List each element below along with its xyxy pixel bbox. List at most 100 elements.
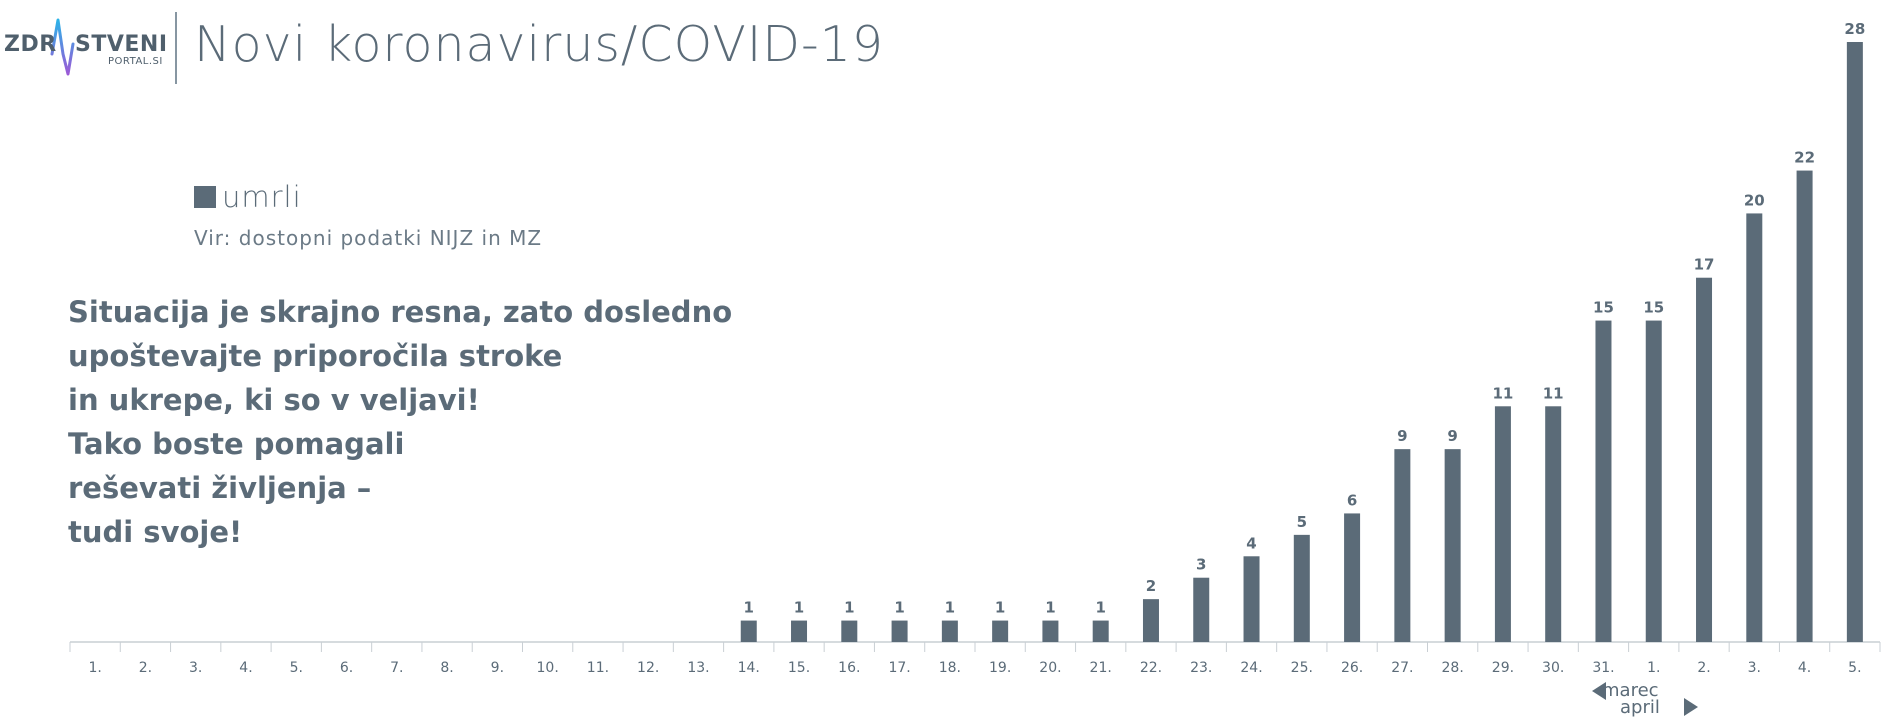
- x-tick-label: 10.: [537, 660, 559, 676]
- bar: [1344, 513, 1361, 642]
- x-tick-label: 2.: [1697, 660, 1710, 676]
- x-tick-label: 5.: [1848, 660, 1861, 676]
- message-line: reševati življenja –: [68, 471, 372, 505]
- x-tick-label: 16.: [838, 660, 860, 676]
- bar-value-label: 1: [1045, 599, 1055, 617]
- bar: [1243, 556, 1260, 642]
- x-tick-label: 9.: [491, 660, 504, 676]
- x-tick-label: 14.: [738, 660, 760, 676]
- bar: [1293, 534, 1310, 642]
- message-line: upoštevajte priporočila stroke: [68, 339, 563, 373]
- bar: [1092, 620, 1109, 642]
- bar-value-label: 15: [1593, 299, 1614, 317]
- bar: [1696, 277, 1713, 642]
- x-tick-label: 31.: [1592, 660, 1614, 676]
- x-tick-label: 2.: [139, 660, 152, 676]
- x-tick-label: 21.: [1090, 660, 1112, 676]
- bar: [992, 620, 1009, 642]
- bar-value-label: 22: [1794, 149, 1815, 167]
- bar: [1142, 599, 1159, 642]
- x-tick-label: 19.: [989, 660, 1011, 676]
- bar-value-label: 1: [744, 599, 754, 617]
- x-tick-label: 25.: [1291, 660, 1313, 676]
- x-tick-label: 11.: [587, 660, 609, 676]
- x-tick-label: 24.: [1240, 660, 1262, 676]
- x-tick-label: 3.: [1748, 660, 1761, 676]
- x-tick-label: 7.: [390, 660, 403, 676]
- logo-pulse-icon: [50, 18, 75, 76]
- bar: [791, 620, 808, 642]
- bar-value-label: 11: [1492, 384, 1513, 402]
- message-line: in ukrepe, ki so v veljavi!: [68, 383, 480, 417]
- bar: [941, 620, 958, 642]
- bar-value-label: 4: [1246, 534, 1256, 552]
- logo-divider: [175, 12, 177, 84]
- bar: [891, 620, 908, 642]
- bar-value-label: 1: [794, 599, 804, 617]
- logo-text-right: STVENI: [75, 32, 168, 57]
- x-tick-label: 23.: [1190, 660, 1212, 676]
- bar-value-label: 1: [894, 599, 904, 617]
- x-tick-label: 3.: [189, 660, 202, 676]
- bar-value-label: 6: [1347, 491, 1357, 509]
- bar-value-label: 1: [844, 599, 854, 617]
- bar: [1846, 42, 1863, 642]
- legend-swatch: [194, 186, 216, 208]
- bar-value-label: 5: [1297, 513, 1307, 531]
- bar-value-label: 11: [1543, 384, 1564, 402]
- x-tick-label: 20.: [1039, 660, 1061, 676]
- bar-value-label: 17: [1694, 256, 1715, 274]
- bar-value-label: 3: [1196, 556, 1206, 574]
- x-tick-label: 29.: [1492, 660, 1514, 676]
- x-tick-label: 5.: [290, 660, 303, 676]
- x-tick-label: 22.: [1140, 660, 1162, 676]
- legend: umrli: [194, 180, 302, 214]
- x-tick-label: 27.: [1391, 660, 1413, 676]
- message-line: tudi svoje!: [68, 515, 243, 549]
- warning-message: Situacija je skrajno resna, zato dosledn…: [68, 290, 732, 554]
- bar-value-label: 1: [995, 599, 1005, 617]
- page-title: Novi koronavirus/COVID-19: [194, 16, 885, 73]
- bar-value-label: 1: [1095, 599, 1105, 617]
- source-note: Vir: dostopni podatki NIJZ in MZ: [194, 226, 543, 250]
- x-tick-label: 13.: [687, 660, 709, 676]
- bar: [1645, 320, 1662, 642]
- x-tick-label: 1.: [88, 660, 101, 676]
- x-tick-label: 26.: [1341, 660, 1363, 676]
- bar: [1796, 170, 1813, 643]
- bar: [1042, 620, 1059, 642]
- bar: [1394, 449, 1411, 642]
- message-line: Tako boste pomagali: [68, 427, 405, 461]
- bar-value-label: 9: [1397, 427, 1407, 445]
- legend-label: umrli: [222, 180, 302, 214]
- x-tick-label: 12.: [637, 660, 659, 676]
- zdravstveni-portal-logo: [50, 18, 75, 76]
- bar: [841, 620, 858, 642]
- arrow-right-icon: [1684, 698, 1698, 716]
- bar: [1545, 406, 1562, 642]
- message-line: Situacija je skrajno resna, zato dosledn…: [68, 295, 733, 329]
- x-tick-label: 18.: [939, 660, 961, 676]
- x-tick-label: 4.: [1798, 660, 1811, 676]
- arrow-left-icon: [1592, 682, 1606, 700]
- x-tick-label: 30.: [1542, 660, 1564, 676]
- month-label-april: april: [1620, 697, 1660, 718]
- bar-value-label: 1: [945, 599, 955, 617]
- bar-value-label: 20: [1744, 191, 1765, 209]
- bar-value-label: 2: [1146, 577, 1156, 595]
- bar-value-label: 9: [1447, 427, 1457, 445]
- x-tick-label: 1.: [1647, 660, 1660, 676]
- bar-value-label: 28: [1844, 20, 1865, 38]
- bar: [1193, 577, 1210, 642]
- bar: [1595, 320, 1612, 642]
- logo-subtext: PORTAL.SI: [108, 56, 163, 67]
- bar: [740, 620, 757, 642]
- bar-value-label: 15: [1643, 299, 1664, 317]
- bar: [1494, 406, 1511, 642]
- bar: [1746, 213, 1763, 642]
- x-tick-label: 6.: [340, 660, 353, 676]
- x-tick-label: 15.: [788, 660, 810, 676]
- month-label-march: marec: [1602, 680, 1659, 701]
- x-tick-label: 28.: [1442, 660, 1464, 676]
